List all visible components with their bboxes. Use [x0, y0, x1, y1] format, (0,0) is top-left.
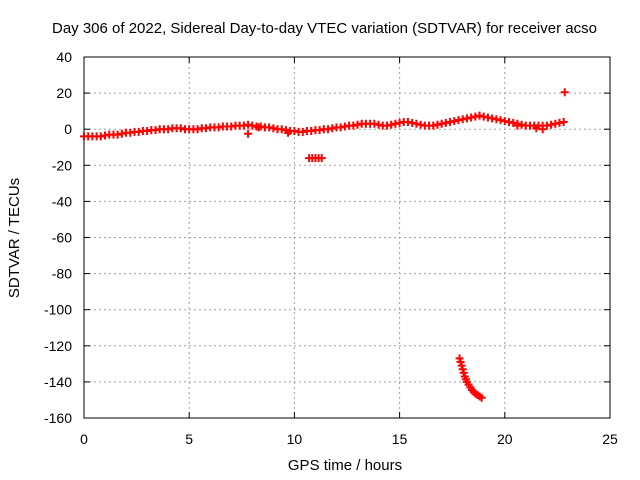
data-point [560, 88, 569, 97]
y-tick-label: -140 [44, 374, 72, 390]
y-tick-label: -40 [52, 193, 72, 209]
y-tick-label: -120 [44, 338, 72, 354]
data-point [254, 123, 263, 132]
data-point [284, 128, 293, 137]
y-tick-label: -80 [52, 266, 72, 282]
y-tick-label: 40 [56, 49, 72, 65]
data-point [538, 125, 547, 134]
data-point [244, 129, 253, 138]
y-tick-label: -160 [44, 410, 72, 426]
y-tick-label: -20 [52, 157, 72, 173]
series-cluster-near-11h [305, 154, 326, 163]
y-tick-label: 0 [64, 121, 72, 137]
series-descending-arc [455, 354, 486, 402]
chart-title: Day 306 of 2022, Sidereal Day-to-day VTE… [52, 20, 597, 37]
grid [84, 57, 610, 418]
data-points [80, 88, 569, 402]
axes: 0 5 10 15 20 25 40 20 0 -20 -40 -60 -80 -100 -120 -140 -… [44, 49, 618, 447]
x-tick-label: 10 [287, 431, 303, 447]
x-tick-label: 5 [185, 431, 193, 447]
x-tick-label: 20 [497, 431, 513, 447]
data-point [317, 154, 326, 163]
y-tick-label: 20 [56, 85, 72, 101]
data-point [477, 393, 486, 402]
data-point [559, 117, 568, 126]
x-axis-title: GPS time / hours [288, 457, 402, 474]
series-outlier [560, 88, 569, 97]
y-tick-label: -100 [44, 302, 72, 318]
y-tick-label: -60 [52, 230, 72, 246]
data-point [513, 121, 522, 130]
series-scatter-dips [244, 121, 547, 138]
y-axis-title: SDTVAR / TECUs [6, 178, 23, 298]
x-tick-label: 0 [80, 431, 88, 447]
x-tick-label: 25 [602, 431, 618, 447]
x-tick-label: 15 [392, 431, 408, 447]
plot-frame [83, 56, 611, 419]
series-main [80, 111, 568, 141]
